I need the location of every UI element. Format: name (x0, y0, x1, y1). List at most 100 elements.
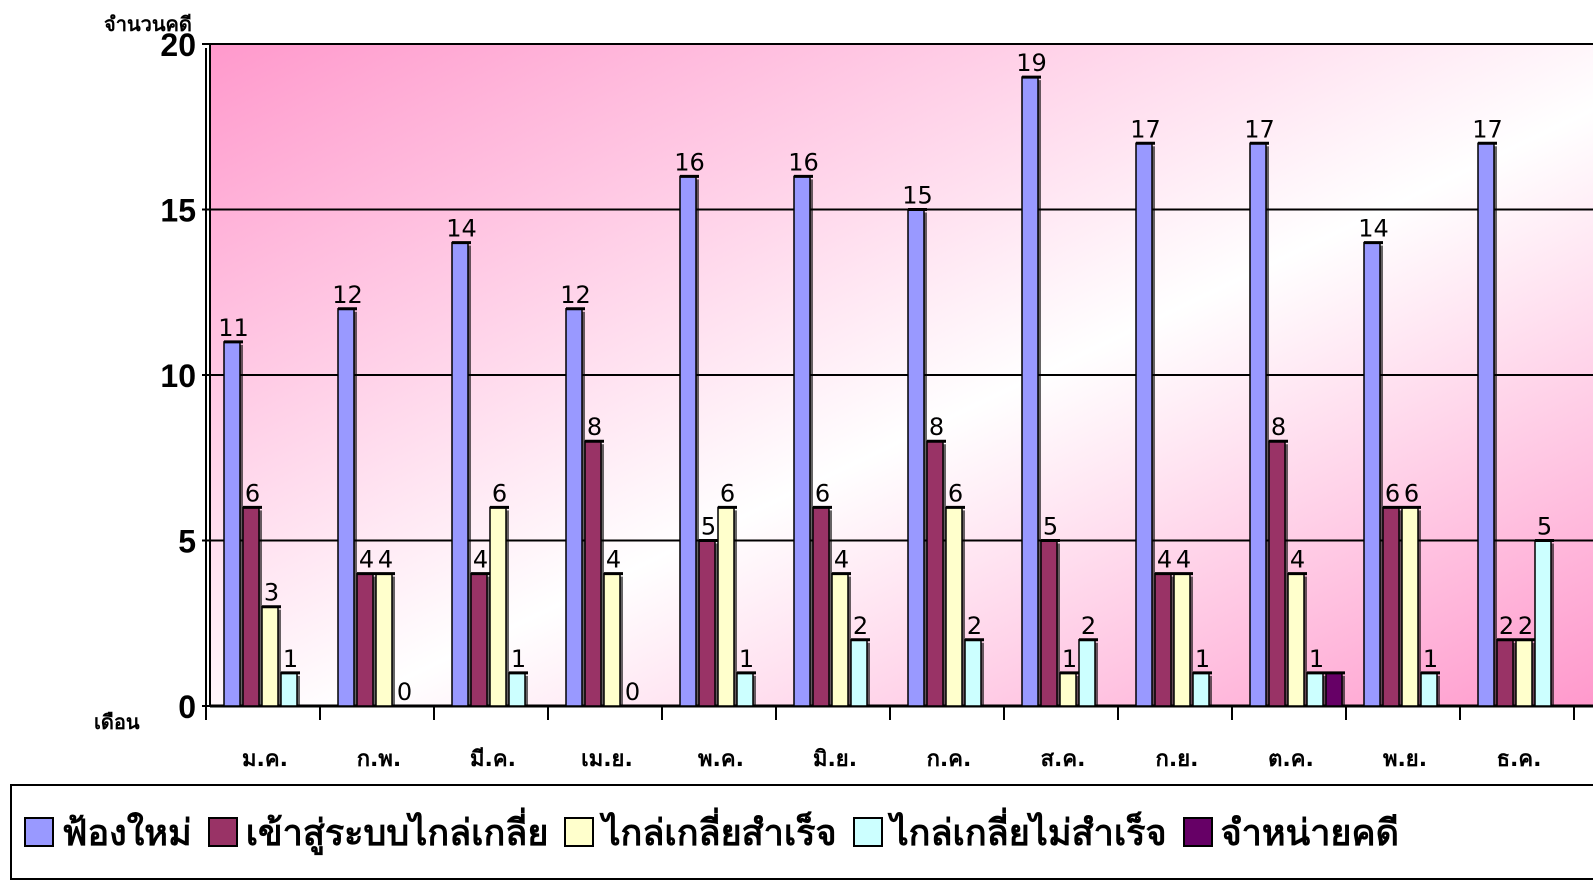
bar (1421, 673, 1437, 706)
bar (1136, 143, 1152, 706)
data-label: 6 (1404, 479, 1419, 507)
bar (452, 243, 468, 706)
legend-label: ฟ้องใหม่ (62, 804, 192, 861)
bar (832, 574, 848, 706)
bar-side (392, 577, 395, 706)
bar-side (981, 643, 984, 706)
legend-item: ไกล่เกลี่ยไม่สำเร็จ (853, 804, 1167, 861)
bar-side (620, 577, 623, 706)
x-tick-label: พ.ค. (698, 747, 744, 772)
data-label: 17 (1472, 115, 1503, 143)
bar (1041, 541, 1057, 707)
x-tick-label: เม.ย. (581, 747, 633, 772)
legend-label: ไกล่เกลี่ยไม่สำเร็จ (891, 804, 1167, 861)
legend-item: ไกล่เกลี่ยสำเร็จ (564, 804, 836, 861)
data-label: 4 (606, 546, 621, 574)
legend-item: จำหน่ายคดี (1183, 804, 1399, 861)
legend-item: ฟ้องใหม่ (24, 804, 192, 861)
data-label: 1 (1062, 645, 1077, 673)
x-tick-label: ก.พ. (357, 747, 402, 772)
data-label: 1 (1423, 645, 1438, 673)
bar (1478, 143, 1494, 706)
bar-side (753, 676, 756, 706)
data-label: 0 (625, 678, 640, 706)
bar (851, 640, 867, 706)
x-tick-label: ธ.ค. (1497, 747, 1542, 772)
legend-swatch (1183, 817, 1213, 847)
data-label: 16 (788, 148, 819, 176)
legend-swatch (853, 817, 883, 847)
legend-swatch (564, 817, 594, 847)
data-label: 6 (948, 479, 963, 507)
data-label: 12 (560, 281, 591, 309)
data-label: 17 (1130, 115, 1161, 143)
bar (224, 342, 240, 706)
data-label: 1 (511, 645, 526, 673)
bar (718, 507, 734, 706)
bar (1516, 640, 1532, 706)
x-axis-label: เดือน (94, 706, 140, 738)
y-tick-label: 15 (160, 193, 196, 229)
data-label: 3 (264, 579, 279, 607)
bar (699, 541, 715, 707)
data-label: 2 (853, 612, 868, 640)
x-tick-label: มิ.ย. (813, 747, 857, 772)
bar (946, 507, 962, 706)
data-label: 6 (245, 479, 260, 507)
bar-side (525, 676, 528, 706)
data-label: 6 (1385, 479, 1400, 507)
data-label: 5 (1043, 513, 1058, 541)
bar (1535, 541, 1551, 707)
bar (262, 607, 278, 706)
bar-side (1095, 643, 1098, 706)
bar (1060, 673, 1076, 706)
data-label: 1 (1195, 645, 1210, 673)
data-label: 0 (397, 678, 412, 706)
legend-swatch (24, 817, 54, 847)
bar (737, 673, 753, 706)
bar-side (867, 643, 870, 706)
data-label: 14 (1358, 215, 1389, 243)
legend-label: เข้าสู่ระบบไกล่เกลี่ย (246, 804, 549, 861)
bar (585, 441, 601, 706)
x-tick-label: ก.ค. (927, 747, 972, 772)
bar (794, 176, 810, 706)
data-label: 6 (720, 479, 735, 507)
data-label: 4 (1157, 546, 1172, 574)
bar (1155, 574, 1171, 706)
data-label: 2 (1518, 612, 1533, 640)
bar (490, 507, 506, 706)
data-label: 8 (587, 413, 602, 441)
x-tick-label: ก.ย. (1156, 747, 1199, 772)
bar (509, 673, 525, 706)
x-tick-label: ส.ค. (1041, 747, 1086, 772)
data-label: 14 (446, 215, 477, 243)
data-label: 4 (378, 546, 393, 574)
legend-item: เข้าสู่ระบบไกล่เกลี่ย (208, 804, 549, 861)
bar (243, 507, 259, 706)
bar (1402, 507, 1418, 706)
data-label: 5 (701, 513, 716, 541)
bar-side (297, 676, 300, 706)
data-label: 8 (1271, 413, 1286, 441)
bar (338, 309, 354, 706)
data-label: 15 (902, 182, 933, 210)
x-tick-label: ม.ค. (242, 747, 288, 772)
bar (1250, 143, 1266, 706)
bar (604, 574, 620, 706)
bar (566, 309, 582, 706)
bar (1326, 673, 1342, 706)
data-label: 4 (834, 546, 849, 574)
data-label: 2 (967, 612, 982, 640)
y-tick-label: 5 (178, 524, 196, 560)
bar (471, 574, 487, 706)
bar (680, 176, 696, 706)
legend-label: จำหน่ายคดี (1221, 804, 1399, 861)
bar (927, 441, 943, 706)
data-label: 1 (1309, 645, 1324, 673)
data-label: 17 (1244, 115, 1275, 143)
data-label: 2 (1499, 612, 1514, 640)
data-label: 16 (674, 148, 705, 176)
data-label: 2 (1081, 612, 1096, 640)
